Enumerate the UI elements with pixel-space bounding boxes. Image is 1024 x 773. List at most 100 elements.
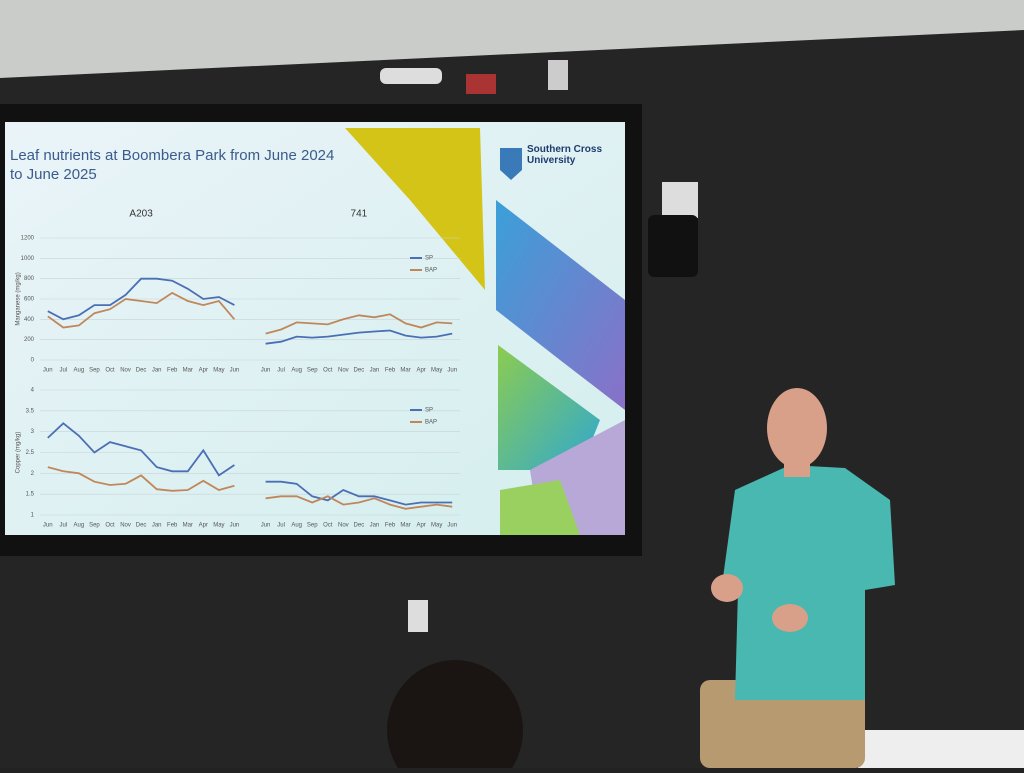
x-tick-label: Mar [400,368,410,374]
logo-mark [500,148,522,180]
x-tick-label: Feb [167,368,178,374]
group-label: 741 [351,209,368,220]
x-tick-label: Oct [105,523,115,529]
x-tick-label: Feb [385,523,396,529]
x-tick-label: Dec [354,523,365,529]
x-tick-label: Jun [447,368,457,374]
y-tick-label: 2 [31,471,35,477]
x-tick-label: Dec [136,368,147,374]
x-tick-label: Jan [152,523,162,529]
y-tick-label: 0 [31,358,35,364]
x-tick-label: May [431,523,442,529]
legend-label: BAP [425,420,437,426]
x-tick-label: Sep [307,368,318,374]
x-tick-label: Apr [199,368,208,374]
y-tick-label: 600 [24,297,35,303]
x-tick-label: Jan [370,523,380,529]
x-tick-label: Aug [291,523,302,529]
y-tick-label: 200 [24,337,35,343]
x-tick-label: Apr [416,523,425,529]
decor-green [498,345,600,470]
presenter-head [767,388,827,468]
logo-box: Southern Cross University [527,144,603,166]
x-tick-label: Apr [416,368,425,374]
y-tick-label: 4 [31,388,35,394]
x-tick-label: Nov [120,368,131,374]
projector [380,68,442,84]
x-tick-label: May [213,523,224,529]
x-tick-label: Jun [447,523,457,529]
slide-title: Leaf nutrients at Boombera Park from Jun… [10,147,335,183]
x-tick-label: Mar [183,368,193,374]
x-tick-label: Jun [43,368,53,374]
x-tick-label: Jul [59,368,67,374]
presenter-neck [784,455,810,477]
presenter-shirt [722,465,895,700]
y-tick-label: 1000 [21,256,35,262]
legend-label: SP [425,256,433,262]
group-label: A203 [129,209,153,220]
camera [648,215,698,277]
y-tick-label: 1 [31,513,35,519]
y-axis-label: Copper (mg/kg) [16,432,22,474]
y-tick-label: 3.5 [26,408,35,414]
presenter-hand [711,574,743,602]
legend-label: SP [425,408,433,414]
y-tick-label: 1.5 [26,492,35,498]
decor-yellow [345,128,485,290]
x-tick-label: Nov [338,368,349,374]
presenter-pants [700,680,865,768]
x-tick-label: Jun [230,368,240,374]
logo: Southern Cross University [527,144,603,166]
x-tick-label: Aug [74,368,85,374]
charts: 0 200 400 600 800 1000 1200 Jun Jul Aug Sep Oct Nov D… [16,209,460,529]
series-line [47,422,453,506]
y-tick-label: 800 [24,276,35,282]
x-tick-label: Apr [199,523,208,529]
x-tick-label: Jul [59,523,67,529]
x-tick-label: Jun [230,523,240,529]
x-tick-label: Jan [152,368,162,374]
series-line [47,466,453,510]
x-tick-label: Sep [89,523,100,529]
x-tick-label: May [431,368,442,374]
y-axis-label: Manganese (mg/kg) [16,272,22,325]
x-tick-label: Aug [291,368,302,374]
y-tick-label: 3 [31,429,35,435]
y-tick-label: 2.5 [26,450,35,456]
decor-lime [500,480,580,535]
x-tick-label: Jun [261,368,271,374]
x-tick-label: Dec [136,523,147,529]
x-tick-label: Feb [385,368,396,374]
x-tick-label: Feb [167,523,178,529]
x-tick-label: Jul [277,368,285,374]
switch [548,60,568,90]
x-tick-label: Nov [120,523,131,529]
x-tick-label: Mar [400,523,410,529]
x-tick-label: Sep [89,368,100,374]
ceiling [0,0,1024,78]
x-tick-label: Jun [261,523,271,529]
legend-label: BAP [425,268,437,274]
audience-head [387,660,523,773]
outlet [662,182,698,218]
x-tick-label: May [213,368,224,374]
table [858,730,1024,768]
x-tick-label: Oct [323,368,333,374]
x-tick-label: Jun [43,523,53,529]
decor-blue [496,200,625,410]
y-tick-label: 400 [24,317,35,323]
sensor [466,74,496,94]
x-tick-label: Jul [277,523,285,529]
series-line [47,277,453,345]
title-box: Leaf nutrients at Boombera Park from Jun… [10,147,335,183]
x-tick-label: Aug [74,523,85,529]
wall-plate [408,600,428,632]
series-line [47,291,453,335]
x-tick-label: Oct [105,368,115,374]
x-tick-label: Mar [183,523,193,529]
x-tick-label: Sep [307,523,318,529]
y-tick-label: 1200 [21,236,35,242]
